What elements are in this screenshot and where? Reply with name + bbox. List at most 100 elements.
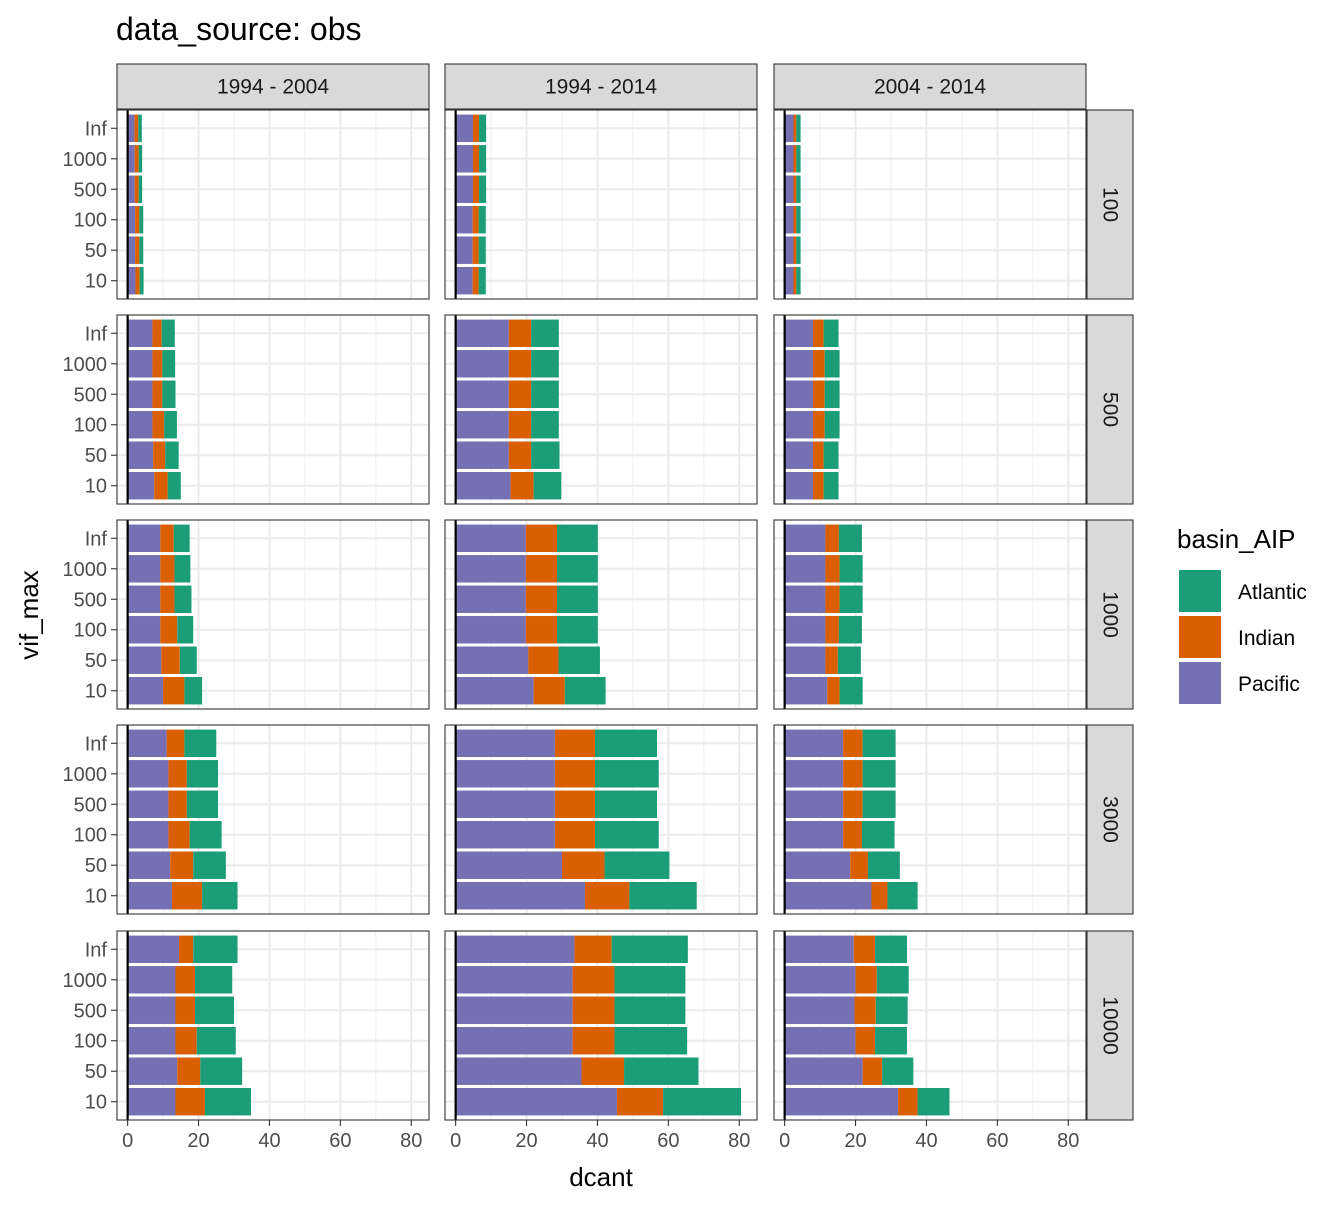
y-tick-label: 100	[74, 825, 107, 847]
bar-indian-1000	[554, 760, 595, 788]
panel-border	[116, 724, 430, 915]
y-tick-label: Inf	[85, 118, 108, 140]
bar-indian-1000	[168, 760, 187, 788]
bar-atlantic-1000	[531, 350, 559, 378]
y-tick-label: 500	[74, 384, 107, 406]
bar-pacific-1000	[455, 350, 509, 378]
panel-10000-2	[773, 930, 1087, 1121]
bar-pacific-100	[455, 411, 509, 439]
bar-pacific-500	[455, 790, 555, 818]
row-strip-100	[1086, 109, 1134, 300]
bar-pacific-100	[784, 206, 794, 234]
bar-atlantic-10	[478, 266, 486, 295]
bar-indian-50	[472, 236, 479, 264]
bar-atlantic-Inf	[531, 319, 559, 348]
bar-atlantic-Inf	[823, 319, 839, 348]
bar-indian-10	[171, 881, 203, 910]
panel-3000-1	[444, 724, 758, 915]
x-tick-label: 60	[986, 1130, 1008, 1152]
bar-pacific-Inf	[127, 524, 161, 553]
bar-atlantic-50	[558, 646, 600, 674]
bar-pacific-Inf	[455, 319, 509, 348]
panel-100-0	[116, 109, 430, 300]
bar-indian-10	[533, 676, 565, 705]
bar-atlantic-10	[917, 1087, 950, 1116]
bar-indian-50	[153, 441, 166, 469]
bar-indian-500	[152, 380, 163, 408]
bar-pacific-1000	[784, 760, 844, 788]
bar-atlantic-50	[796, 236, 801, 264]
bar-indian-100	[152, 411, 165, 439]
bar-pacific-50	[127, 1057, 178, 1085]
bar-indian-100	[175, 1027, 197, 1055]
bar-indian-500	[793, 175, 797, 203]
x-tick-label: 0	[122, 1130, 133, 1152]
bar-indian-Inf	[152, 319, 162, 348]
row-strip-label: 100	[1099, 187, 1122, 222]
panel-border	[444, 930, 758, 1121]
bar-atlantic-10	[204, 1087, 252, 1116]
bar-pacific-10	[784, 881, 872, 910]
bar-pacific-1000	[455, 145, 474, 173]
y-tick-label: Inf	[85, 939, 108, 961]
bar-atlantic-1000	[138, 145, 143, 173]
bar-indian-500	[175, 996, 195, 1024]
bar-atlantic-100	[594, 821, 659, 849]
bar-atlantic-10	[663, 1087, 742, 1116]
bar-atlantic-10	[887, 881, 918, 910]
bar-pacific-50	[455, 851, 562, 879]
y-tick-label: 1000	[63, 149, 108, 171]
chart-title: data_source: obs	[116, 11, 362, 47]
bar-atlantic-10	[564, 676, 606, 705]
bar-atlantic-100	[796, 206, 801, 234]
bar-pacific-Inf	[455, 729, 555, 758]
bar-atlantic-500	[839, 585, 863, 613]
bar-pacific-100	[455, 821, 555, 849]
bar-pacific-Inf	[127, 729, 167, 758]
bar-indian-10	[616, 1087, 664, 1116]
bar-atlantic-1000	[824, 350, 840, 378]
bar-indian-Inf	[574, 935, 612, 964]
row-strip-label: 500	[1099, 392, 1122, 427]
bar-indian-Inf	[554, 729, 595, 758]
bar-indian-50	[581, 1057, 625, 1085]
bar-indian-Inf	[508, 319, 532, 348]
bar-indian-50	[562, 851, 605, 879]
bar-pacific-1000	[784, 966, 856, 994]
y-tick-label: 500	[74, 589, 107, 611]
bar-indian-1000	[508, 350, 532, 378]
bar-atlantic-1000	[479, 145, 487, 173]
bar-pacific-500	[784, 790, 844, 818]
bar-pacific-500	[784, 585, 826, 613]
bar-indian-Inf	[843, 729, 863, 758]
y-tick-label: 50	[85, 650, 107, 672]
bar-pacific-Inf	[784, 935, 854, 964]
y-tick-label: 500	[74, 794, 107, 816]
bar-pacific-50	[784, 236, 794, 264]
bar-atlantic-50	[837, 646, 861, 674]
panel-background	[774, 110, 1086, 299]
bar-atlantic-100	[531, 411, 559, 439]
x-axis-ticks: 0 20 40 60 80 0 20 40 60 80 0 20 40 60 80	[122, 1120, 1079, 1152]
bar-atlantic-1000	[614, 966, 686, 994]
bar-indian-1000	[525, 555, 558, 583]
panel-border	[773, 519, 1087, 710]
legend-items: Atlantic Indian Pacific	[1179, 570, 1307, 704]
bar-indian-50	[862, 1057, 883, 1085]
y-axis-ticks: 10 50 100 500 1000 Inf 10 50 100 500 1000 Inf 10 50 10…	[63, 118, 117, 1114]
bar-pacific-1000	[127, 350, 153, 378]
bar-atlantic-500	[557, 585, 598, 613]
panel-border	[116, 930, 430, 1121]
bar-atlantic-500	[614, 996, 686, 1024]
bar-atlantic-50	[179, 646, 197, 674]
x-tick-label: 40	[915, 1130, 937, 1152]
bar-atlantic-Inf	[479, 114, 487, 143]
bar-indian-50	[135, 236, 140, 264]
row-strip-label: 10000	[1099, 996, 1122, 1054]
bar-indian-10	[472, 266, 479, 295]
bar-atlantic-10	[202, 881, 238, 910]
row-strip-label: 1000	[1099, 591, 1122, 638]
bar-atlantic-1000	[594, 760, 659, 788]
bar-indian-100	[508, 411, 532, 439]
bar-pacific-1000	[455, 760, 555, 788]
